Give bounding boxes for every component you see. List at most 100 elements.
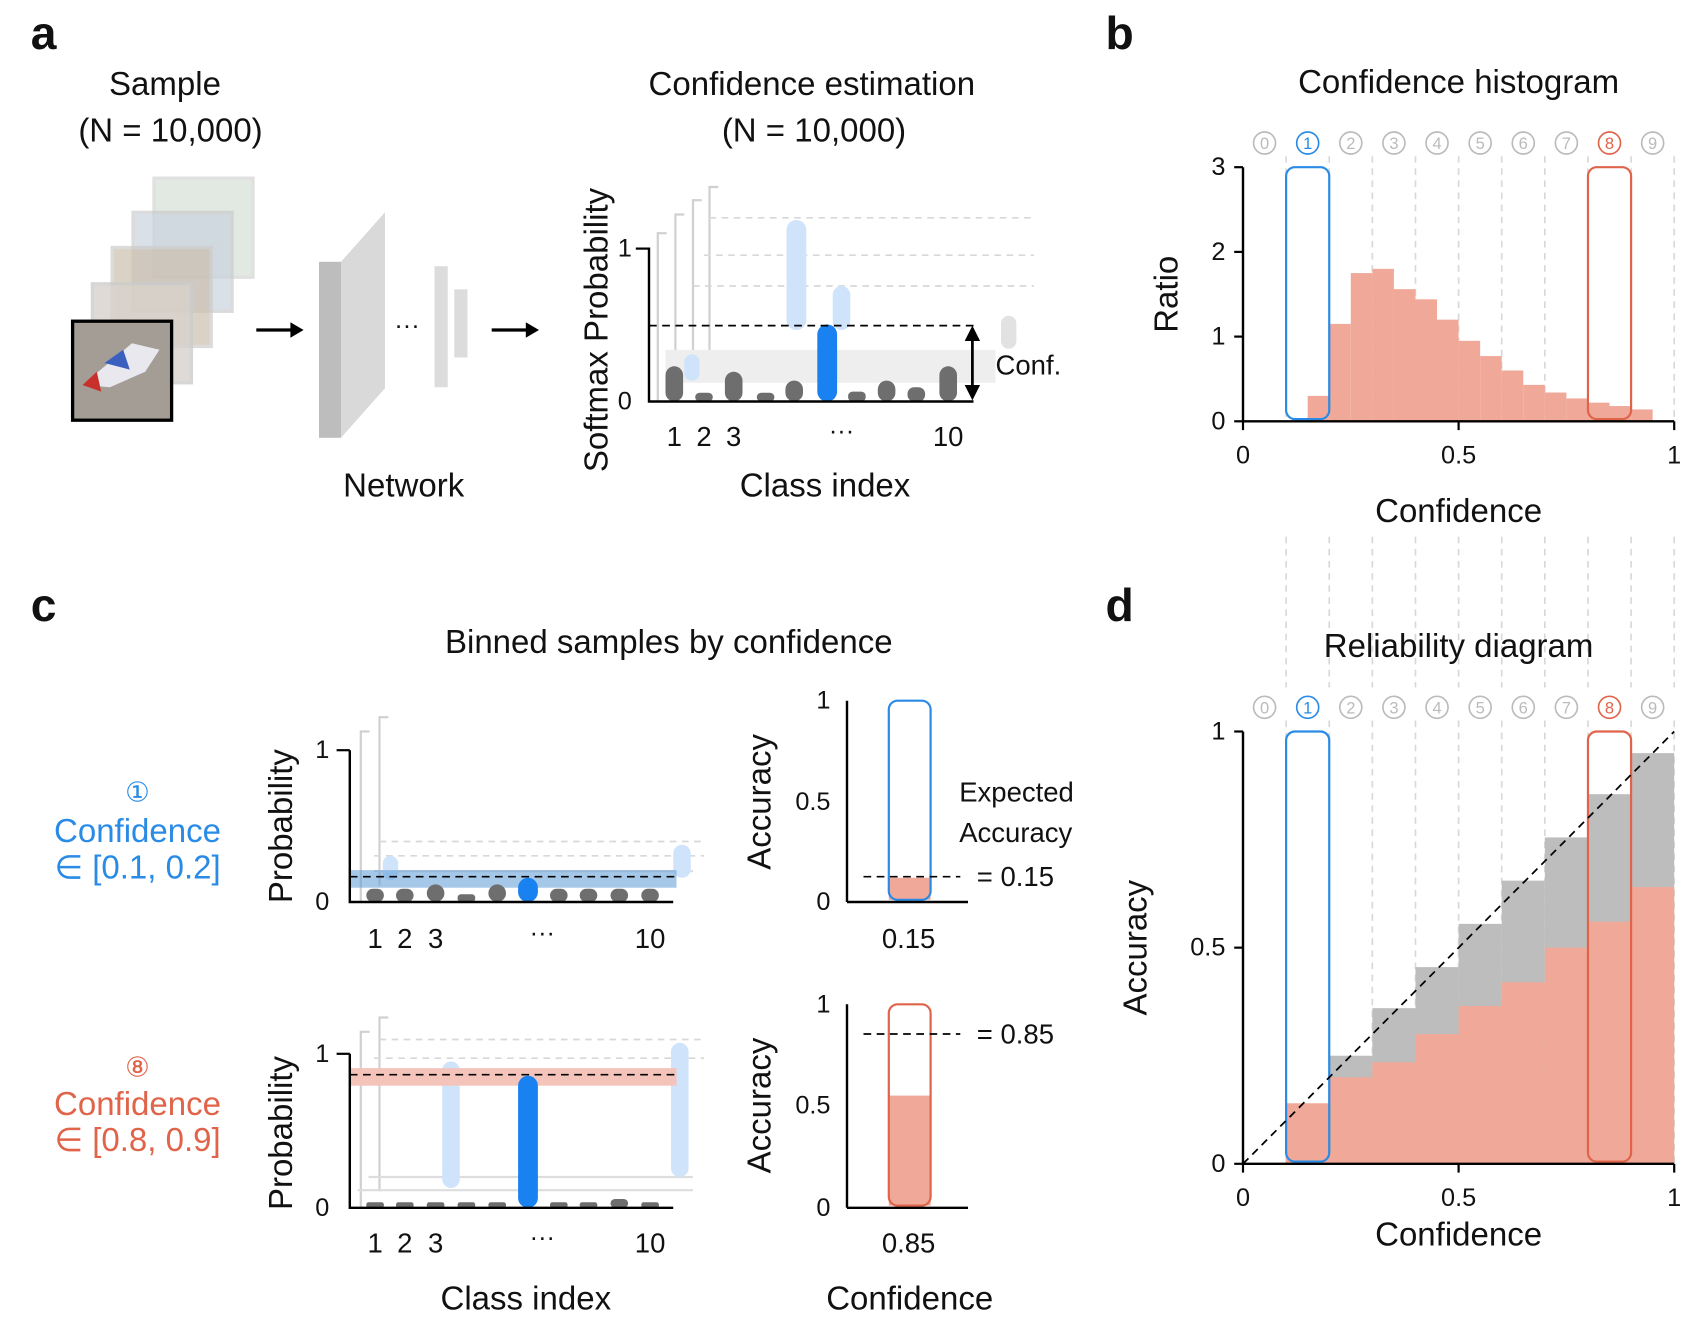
x-tick-label: 3 <box>428 1228 443 1259</box>
x-axis-label: Confidence <box>1375 1216 1542 1253</box>
bin-label: 7 <box>1562 699 1571 717</box>
bin-marker <box>1295 695 1320 720</box>
x-tick-label: ··· <box>530 919 555 947</box>
x-tick-label: 0.5 <box>1441 441 1476 469</box>
bin-label: 0 <box>1260 699 1269 717</box>
bin-marker <box>1425 695 1449 720</box>
bar <box>1329 323 1351 422</box>
bin-label: 1 <box>1303 135 1312 153</box>
bin-label: 3 <box>1389 699 1398 717</box>
bin-label: 8 <box>1605 135 1614 153</box>
bar <box>1329 1077 1373 1164</box>
binned-diagram-bottom <box>336 1016 705 1210</box>
chart-title: Reliability diagram <box>1324 627 1594 664</box>
y-axis-label: Accuracy <box>1117 879 1154 1015</box>
bar <box>1415 1034 1459 1164</box>
expected-value: = 0.15 <box>977 861 1054 892</box>
bar <box>1544 392 1567 422</box>
y-tick-label: 1 <box>315 1040 329 1068</box>
bin-label: 6 <box>1519 135 1528 153</box>
y-tick-label: 0.5 <box>795 1092 830 1120</box>
y-tick-label: 1 <box>816 687 830 715</box>
bin-marker <box>1252 131 1277 155</box>
binned-diagram-top <box>336 716 705 904</box>
y-tick-label: 0 <box>315 1194 329 1222</box>
x-axis-label: Confidence <box>826 1280 993 1317</box>
y-axis-label: Probability <box>262 1055 299 1210</box>
bar <box>1393 289 1416 422</box>
bar <box>1480 356 1502 422</box>
x-tick-label: 1 <box>1667 1184 1681 1212</box>
panel-label: d <box>1106 579 1134 631</box>
bar <box>1415 299 1438 422</box>
row-label: Confidence <box>54 1085 221 1122</box>
panel-label: c <box>31 579 57 631</box>
x-tick-label: 0.5 <box>1441 1184 1476 1212</box>
sample-n: (N = 10,000) <box>78 111 262 148</box>
bin-marker <box>1338 131 1363 155</box>
network <box>319 212 468 438</box>
x-tick-label: 0.85 <box>882 1228 936 1259</box>
bin-marker <box>1511 131 1536 155</box>
y-tick-label: 0 <box>1211 407 1225 435</box>
bar <box>1286 1103 1330 1164</box>
bin-label: 2 <box>1346 135 1355 153</box>
x-tick-label: 0.15 <box>882 923 936 954</box>
bin-marker <box>1511 695 1536 720</box>
figure-body: a b c d Sample (N = 10,000) ··· Network … <box>31 7 1681 1317</box>
bin-label: 9 <box>1648 699 1657 717</box>
conf-title: Confidence estimation <box>649 65 976 102</box>
bin-label: 1 <box>1303 699 1312 717</box>
bar <box>1587 921 1632 1164</box>
x-axis-label: Confidence <box>1375 492 1542 529</box>
y-tick-label: 0 <box>618 387 632 415</box>
bin-label: 6 <box>1519 699 1528 717</box>
x-tick-label: 2 <box>397 923 412 954</box>
class-ticks: 1 2 3 ··· 10 1 2 3 ··· 10 <box>367 919 665 1259</box>
bar <box>1544 947 1588 1164</box>
y-tick-label: 2 <box>1211 238 1225 266</box>
y-tick-label: 0.5 <box>1190 934 1225 962</box>
bin-marker: ① <box>125 777 150 808</box>
conf-n: (N = 10,000) <box>722 111 906 148</box>
bin-highlight <box>1285 166 1331 421</box>
bar <box>1631 887 1675 1164</box>
x-axis-label: Class index <box>441 1280 612 1317</box>
x-tick-label: 1 <box>367 923 382 954</box>
bar <box>1307 395 1330 422</box>
bar <box>1631 409 1653 422</box>
x-tick-label: 3 <box>726 421 741 452</box>
bar <box>1501 370 1524 422</box>
y-tick-label: 1 <box>816 990 830 1018</box>
bar <box>1458 340 1481 422</box>
bin-highlight <box>1586 730 1633 1163</box>
y-tick-label: 0 <box>1211 1150 1225 1178</box>
y-axis-label: Accuracy <box>741 734 778 870</box>
panel-c-title: Binned samples by confidence <box>445 623 893 660</box>
bin-marker: ⑧ <box>125 1052 150 1083</box>
row-range: ∈ [0.1, 0.2] <box>54 848 220 885</box>
y-tick-label: 3 <box>1211 153 1225 181</box>
bin-highlight <box>1586 166 1633 421</box>
bin-marker <box>1468 131 1492 155</box>
y-axis-label: Ratio <box>1148 256 1185 333</box>
x-tick-label: 0 <box>1236 441 1250 469</box>
softmax-diagram <box>635 185 1035 403</box>
bin-label: 8 <box>1605 699 1614 717</box>
bin-highlight <box>1285 730 1331 1163</box>
conf-label: Conf. <box>995 350 1061 381</box>
x-tick-label: 10 <box>635 923 666 954</box>
bin-marker <box>1252 695 1277 720</box>
expected-label: Accuracy <box>959 817 1072 848</box>
bar <box>1350 273 1373 422</box>
bar <box>1523 384 1545 422</box>
expected-label: Expected <box>959 777 1074 808</box>
y-tick-label: 1 <box>1211 323 1225 351</box>
bar <box>1437 319 1459 422</box>
bar <box>1372 1062 1416 1164</box>
accuracy-bottom <box>845 1003 969 1210</box>
arrows <box>256 322 539 338</box>
x-tick-label: 10 <box>635 1228 666 1259</box>
sample-title: Sample <box>109 65 221 102</box>
